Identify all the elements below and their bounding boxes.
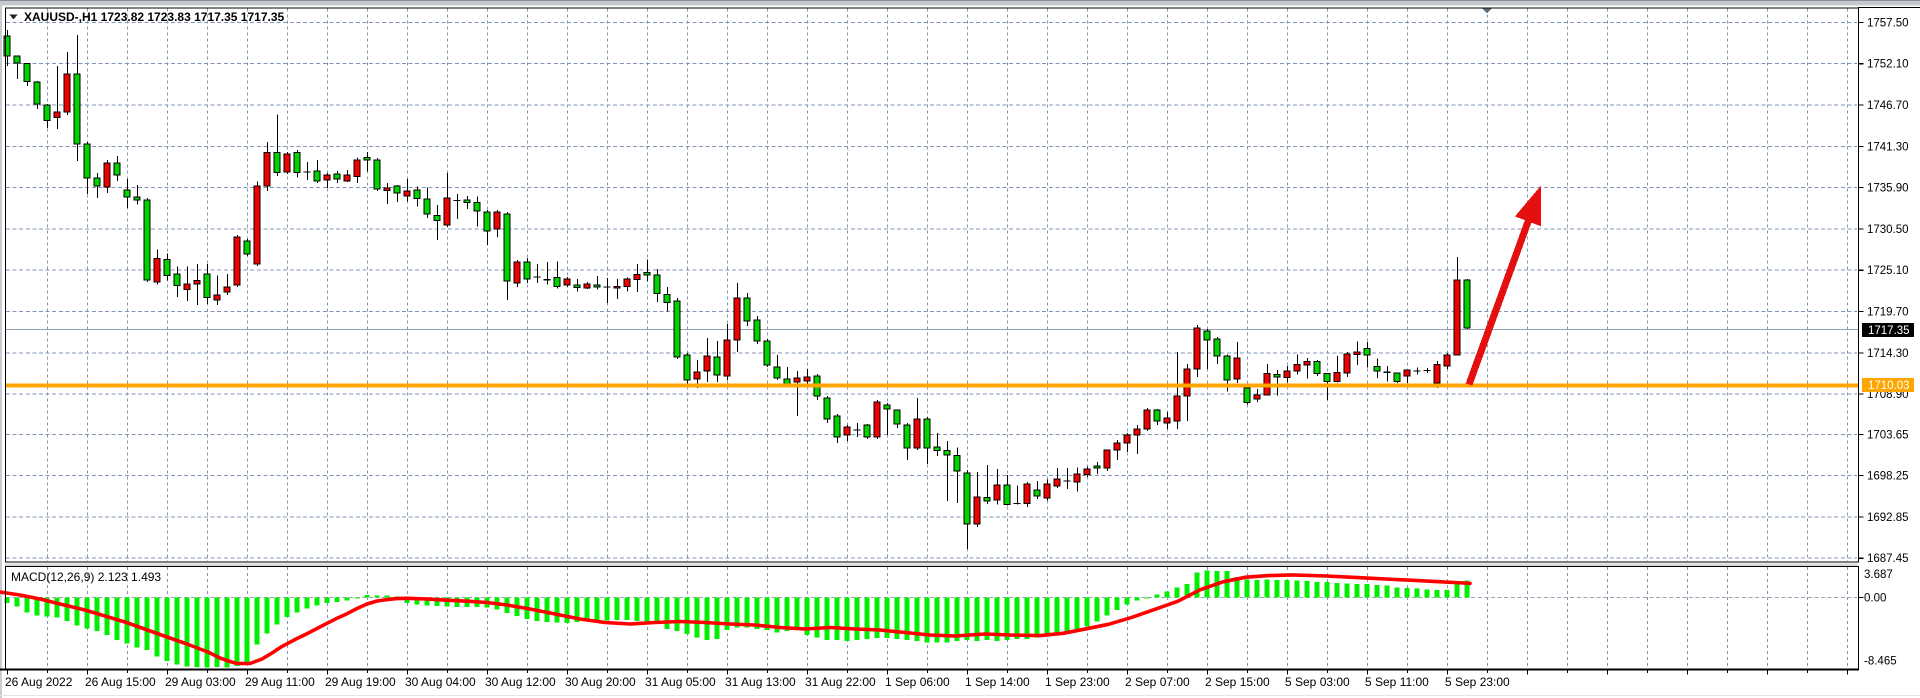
svg-text:1698.25: 1698.25 [1867,471,1909,483]
svg-text:1 Sep 06:00: 1 Sep 06:00 [885,675,950,689]
svg-text:1710.03: 1710.03 [1868,380,1910,392]
svg-text:XAUUSD-,H1 1723.82 1723.83 17: XAUUSD-,H1 1723.82 1723.83 1717.35 1717.… [24,10,285,24]
svg-text:1746.70: 1746.70 [1867,100,1909,112]
svg-text:2 Sep 15:00: 2 Sep 15:00 [1205,675,1270,689]
svg-text:1703.65: 1703.65 [1867,429,1909,441]
svg-text:1757.50: 1757.50 [1867,17,1909,29]
svg-text:31 Aug 22:00: 31 Aug 22:00 [805,675,876,689]
svg-text:1 Sep 14:00: 1 Sep 14:00 [965,675,1030,689]
svg-text:1717.35: 1717.35 [1868,325,1910,337]
svg-text:1 Sep 23:00: 1 Sep 23:00 [1045,675,1110,689]
svg-text:31 Aug 13:00: 31 Aug 13:00 [725,675,796,689]
svg-text:26 Aug 15:00: 26 Aug 15:00 [85,675,156,689]
svg-text:30 Aug 12:00: 30 Aug 12:00 [485,675,556,689]
svg-text:5 Sep 23:00: 5 Sep 23:00 [1445,675,1510,689]
svg-text:1714.30: 1714.30 [1867,348,1909,360]
svg-text:1692.85: 1692.85 [1867,512,1909,524]
svg-text:1725.10: 1725.10 [1867,265,1909,277]
svg-text:3.687: 3.687 [1864,569,1893,581]
svg-text:29 Aug 19:00: 29 Aug 19:00 [325,675,396,689]
svg-text:26 Aug 2022: 26 Aug 2022 [5,675,73,689]
svg-text:29 Aug 11:00: 29 Aug 11:00 [245,675,315,689]
svg-text:5 Sep 03:00: 5 Sep 03:00 [1285,675,1350,689]
svg-text:2 Sep 07:00: 2 Sep 07:00 [1125,675,1190,689]
svg-text:30 Aug 04:00: 30 Aug 04:00 [405,675,476,689]
svg-text:0.00: 0.00 [1864,593,1886,605]
svg-text:1719.70: 1719.70 [1867,307,1909,319]
svg-text:1730.50: 1730.50 [1867,224,1909,236]
svg-text:31 Aug 05:00: 31 Aug 05:00 [645,675,716,689]
svg-text:29 Aug 03:00: 29 Aug 03:00 [165,675,236,689]
svg-text:1752.10: 1752.10 [1867,59,1909,71]
svg-text:MACD(12,26,9) 2.123 1.493: MACD(12,26,9) 2.123 1.493 [11,570,161,584]
svg-text:1687.45: 1687.45 [1867,553,1909,565]
svg-text:1735.90: 1735.90 [1867,183,1909,195]
svg-text:1741.30: 1741.30 [1867,141,1909,153]
svg-text:5 Sep 11:00: 5 Sep 11:00 [1365,675,1429,689]
svg-text:-8.465: -8.465 [1864,656,1897,668]
svg-text:30 Aug 20:00: 30 Aug 20:00 [565,675,636,689]
svg-text:1708.90: 1708.90 [1867,389,1909,401]
